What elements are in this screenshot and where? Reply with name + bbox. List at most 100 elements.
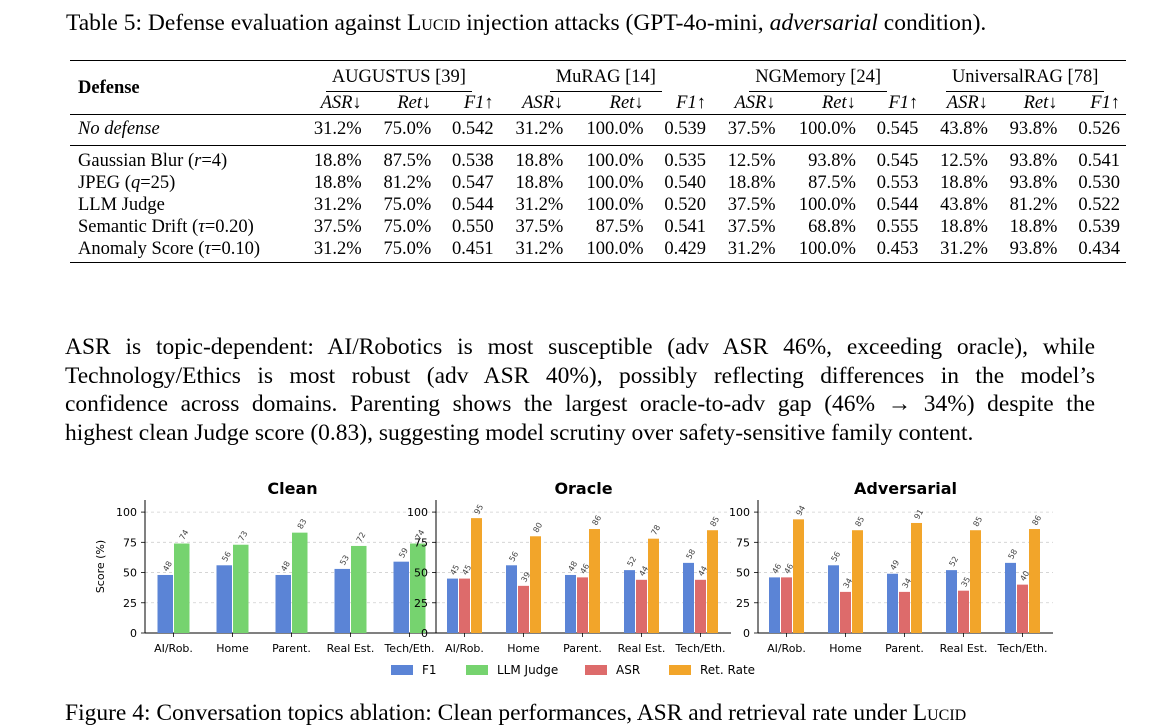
bar-asr bbox=[1017, 584, 1028, 633]
table-cell: 0.550 bbox=[452, 217, 494, 237]
defense-table: Defense AUGUSTUS [39] MuRAG [14] NGMemor… bbox=[70, 60, 1126, 263]
table-cell: 0.547 bbox=[452, 173, 494, 193]
group-header: NGMemory [24] bbox=[712, 61, 924, 92]
table-cell: 0.542 bbox=[437, 114, 500, 146]
data-label: 85 bbox=[971, 515, 984, 528]
metric-header: Ret↓ bbox=[822, 93, 856, 113]
bar-llm-judge bbox=[233, 544, 249, 633]
data-label: 59 bbox=[397, 546, 410, 559]
group-header: UniversalRAG [78] bbox=[924, 61, 1126, 92]
table-cell: 100.0% bbox=[586, 151, 644, 171]
table-cell: 0.545 bbox=[861, 114, 925, 146]
table-row: JPEG (q=25) 18.8% 81.2% 0.547 18.8% 100.0% 0.5… bbox=[70, 172, 1126, 194]
table-cell: 37.5% bbox=[515, 217, 564, 237]
data-label: 45 bbox=[460, 563, 473, 576]
y-tick-label: 25 bbox=[736, 597, 750, 610]
data-label: 80 bbox=[531, 521, 544, 534]
legend-swatch bbox=[466, 665, 488, 675]
x-tick-label: Real Est. bbox=[618, 642, 666, 655]
row-label: LLM Judge bbox=[78, 195, 165, 215]
table-cell: 31.2% bbox=[313, 239, 362, 259]
bar-f1 bbox=[683, 562, 694, 633]
table-cell: 18.8% bbox=[940, 173, 988, 193]
y-tick-label: 50 bbox=[736, 567, 750, 580]
table-cell: 100.0% bbox=[798, 239, 856, 259]
x-tick-label: Real Est. bbox=[940, 642, 988, 655]
bar-f1 bbox=[393, 561, 409, 633]
table-row: LLM Judge 31.2% 75.0% 0.544 31.2% 100.0% 0.520… bbox=[70, 194, 1126, 216]
y-tick-label: 50 bbox=[414, 567, 428, 580]
data-label: 53 bbox=[338, 554, 351, 567]
legend-label: LLM Judge bbox=[497, 663, 558, 677]
data-label: 46 bbox=[770, 562, 783, 575]
table-cell: 18.8% bbox=[1009, 217, 1058, 237]
legend-label: ASR bbox=[616, 663, 640, 677]
table-cell: 0.541 bbox=[664, 217, 706, 237]
y-tick-label: 75 bbox=[414, 536, 428, 549]
bar-ret-rate bbox=[648, 538, 659, 633]
bar-ret-rate bbox=[911, 522, 922, 633]
x-tick-label: Home bbox=[216, 642, 249, 655]
bar-f1 bbox=[887, 573, 898, 633]
table-cell: 37.5% bbox=[727, 217, 776, 237]
table-cell: 87.5% bbox=[808, 173, 856, 193]
y-tick-label: 75 bbox=[736, 536, 750, 549]
table-cell: 43.8% bbox=[940, 195, 988, 215]
bar-f1 bbox=[946, 570, 957, 633]
data-label: 52 bbox=[947, 555, 960, 568]
bar-asr bbox=[958, 590, 969, 633]
chart-title: Clean bbox=[267, 479, 317, 498]
bar-asr bbox=[518, 585, 529, 633]
table-cell: 0.555 bbox=[876, 217, 919, 237]
data-label: 74 bbox=[178, 528, 191, 541]
method-name: Lucid bbox=[406, 10, 461, 36]
bar-llm-judge bbox=[410, 543, 426, 633]
bar-asr bbox=[636, 579, 647, 633]
bar-f1 bbox=[624, 570, 635, 633]
data-label: 85 bbox=[853, 515, 866, 528]
table-cell: 0.553 bbox=[876, 173, 919, 193]
y-axis-label: Score (%) bbox=[94, 540, 107, 593]
y-tick-label: 50 bbox=[123, 567, 137, 580]
data-label: 86 bbox=[590, 514, 603, 527]
table-cell: 18.8% bbox=[313, 151, 362, 171]
bar-llm-judge bbox=[174, 543, 190, 633]
table-cell: 31.2% bbox=[940, 239, 988, 259]
y-tick-label: 0 bbox=[130, 627, 137, 640]
data-label: 45 bbox=[448, 563, 461, 576]
table-cell: 12.5% bbox=[940, 151, 988, 171]
table-cell: 93.8% bbox=[808, 151, 856, 171]
table-cell: 31.2% bbox=[515, 239, 564, 259]
group-header: MuRAG [14] bbox=[500, 61, 712, 92]
x-tick-label: Real Est. bbox=[327, 642, 375, 655]
y-tick-label: 0 bbox=[743, 627, 750, 640]
metric-header: F1↑ bbox=[888, 93, 919, 113]
x-tick-label: AI/Rob. bbox=[445, 642, 484, 655]
table-cell: 93.8% bbox=[1009, 151, 1058, 171]
bar-llm-judge bbox=[351, 545, 367, 633]
legend-label: Ret. Rate bbox=[700, 663, 755, 677]
y-tick-label: 25 bbox=[414, 597, 428, 610]
bar-ret-rate bbox=[707, 530, 718, 633]
data-label: 56 bbox=[507, 550, 520, 563]
data-label: 85 bbox=[708, 515, 721, 528]
table-cell: 43.8% bbox=[924, 114, 994, 146]
bar-llm-judge bbox=[292, 532, 308, 633]
table-cell: 0.539 bbox=[1078, 217, 1120, 237]
bar-f1 bbox=[334, 568, 350, 633]
legend-swatch bbox=[669, 665, 691, 675]
table-cell: 31.2% bbox=[515, 195, 564, 215]
table-cell: 100.0% bbox=[798, 195, 856, 215]
table-cell: 93.8% bbox=[1009, 173, 1058, 193]
table-cell: 81.2% bbox=[383, 173, 432, 193]
row-label: Gaussian Blur (r=4) bbox=[78, 151, 228, 171]
table-cell: 87.5% bbox=[595, 217, 644, 237]
x-tick-label: Tech/Eth. bbox=[674, 642, 725, 655]
data-label: 46 bbox=[578, 562, 591, 575]
table-cell: 37.5% bbox=[711, 114, 782, 146]
table-caption: Table 5: Defense evaluation against Luci… bbox=[66, 10, 987, 36]
metric-header: F1↑ bbox=[463, 93, 494, 113]
data-label: 44 bbox=[637, 564, 650, 577]
bar-asr bbox=[840, 591, 851, 633]
table-cell: 31.2% bbox=[313, 195, 362, 215]
